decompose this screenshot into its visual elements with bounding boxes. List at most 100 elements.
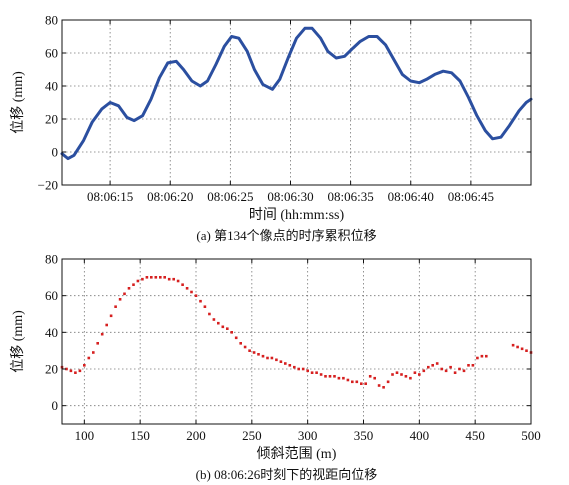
chart-b-data-point (400, 373, 403, 376)
chart-b-data-point (386, 380, 390, 384)
chart-b-data-point (230, 331, 233, 334)
chart-b-series (60, 276, 533, 389)
chart-b-data-point (194, 294, 198, 297)
chart-b-data-point (132, 283, 135, 286)
chart-b-data-point (444, 369, 448, 373)
chart-a-y-tick-label: 0 (52, 145, 59, 160)
chart-b-data-point (476, 356, 479, 360)
chart-b-data-point (239, 342, 242, 345)
chart-b-data-point (520, 347, 524, 351)
chart-b-data-point (248, 349, 251, 352)
chart-b-data-point (431, 364, 434, 367)
chart-b-data-point (257, 353, 260, 356)
chart-b-caption: (b) 08:06:26时刻下的视距向位移 (196, 467, 378, 482)
chart-a-frame (61, 19, 532, 186)
chart-a-y-tick-label: 20 (45, 112, 58, 127)
chart-b-data-point (279, 360, 283, 363)
chart-b-data-point (154, 276, 158, 279)
chart-b-data-point (226, 327, 229, 330)
chart-b-y-tick-label: 0 (52, 398, 59, 413)
chart-b-data-point (377, 384, 381, 387)
chart-b-data-point (360, 382, 363, 385)
chart-b-data-point (427, 365, 430, 369)
chart-b-data-point (440, 367, 443, 371)
chart-b-data-point (275, 358, 278, 362)
chart-b-x-tick-label: 200 (186, 428, 206, 443)
chart-b-x-tick-label: 300 (298, 428, 318, 443)
chart-a-x-tick-label: 08:06:15 (87, 189, 133, 204)
chart-b-y-ticks: 0 20 40 60 80 (45, 252, 531, 413)
chart-b-data-point (109, 314, 113, 318)
chart-b-data-point (328, 375, 332, 378)
chart-b-data-point (418, 373, 421, 376)
chart-b-data-point (65, 367, 68, 371)
chart-b-data-point (480, 354, 484, 358)
chart-a-x-tick-label: 08:06:35 (327, 189, 373, 204)
chart-b-data-point (511, 343, 515, 347)
chart-b-data-point (78, 369, 82, 373)
chart-b-data-point (96, 342, 99, 345)
chart-b-data-point (212, 318, 216, 321)
chart-b-x-tick-label: 150 (130, 428, 150, 443)
chart-b-data-point (83, 364, 86, 367)
chart-b-data-point (364, 382, 367, 385)
chart-b-data-point (337, 376, 341, 380)
chart-b-x-tick-label: 250 (242, 428, 262, 443)
chart-b-data-point (136, 279, 140, 283)
chart-b-data-point (118, 298, 122, 301)
chart-b-x-axis-label: 倾斜范围 (m) (257, 445, 337, 462)
chart-b-x-tick-label: 450 (465, 428, 485, 443)
chart-b-x-tick-label: 400 (410, 428, 430, 443)
chart-b-y-axis-label: 位移 (mm) (10, 310, 26, 373)
chart-b-data-point (252, 351, 256, 354)
chart-b-data-point (69, 369, 73, 373)
chart-b-data-point (127, 287, 131, 290)
chart-b-data-point (217, 321, 220, 325)
chart-b-data-point (333, 375, 336, 378)
chart-b-data-point (351, 380, 354, 384)
chart-a-x-tick-label: 08:06:45 (448, 189, 494, 204)
chart-b-data-point (485, 354, 488, 358)
chart-b-data-point (208, 312, 211, 316)
chart-b-data-point (409, 376, 412, 380)
chart-a-y-ticks: −20 0 20 40 60 80 (38, 13, 531, 193)
chart-b-data-point (234, 336, 238, 340)
chart-b-data-point (453, 371, 457, 374)
chart-a-displacement-line (60, 26, 533, 161)
chart-b-y-tick-label: 20 (45, 362, 58, 377)
chart-b-x-ticks: 100 150 200 250 300 350 400 450 500 (75, 259, 541, 443)
chart-b-data-point (297, 367, 300, 371)
chart-b-data-point (176, 279, 180, 283)
chart-b-data-point (270, 356, 274, 360)
chart-b-data-point (458, 367, 461, 371)
chart-a-x-tick-label: 08:06:30 (267, 189, 313, 204)
chart-b-data-point (288, 364, 292, 367)
chart-b-data-point (413, 371, 417, 374)
chart-b-data-point (382, 386, 385, 389)
chart-a-x-tick-label: 08:06:40 (388, 189, 434, 204)
chart-b-data-point (123, 292, 126, 296)
chart-b-data-point (185, 287, 189, 290)
chart-b-data-point (525, 349, 528, 352)
chart-b-data-point (261, 354, 265, 358)
chart-b-data-point (150, 276, 153, 279)
chart-a-grid (62, 20, 531, 185)
chart-b-data-point (306, 369, 309, 373)
chart-b-data-point (159, 276, 162, 279)
chart-a-x-tick-label: 08:06:20 (147, 189, 193, 204)
chart-b-data-point (471, 364, 475, 367)
chart-b-data-point (462, 369, 466, 373)
chart-b-data-point (422, 369, 426, 373)
chart-b-data-point (92, 351, 95, 354)
chart-b-y-tick-label: 80 (45, 252, 58, 267)
chart-a-y-tick-label: −20 (38, 178, 58, 193)
chart-b-data-point (449, 365, 452, 369)
chart-b-data-point (172, 277, 175, 281)
chart-b-data-point (301, 367, 305, 371)
chart-a-x-ticks: 08:06:15 08:06:20 08:06:25 08:06:30 08:06:35… (87, 20, 494, 204)
chart-b-data-point (346, 378, 350, 382)
chart-b-data-point (355, 380, 359, 384)
chart-b-data-point (163, 276, 166, 279)
chart-b-data-point (373, 376, 376, 380)
